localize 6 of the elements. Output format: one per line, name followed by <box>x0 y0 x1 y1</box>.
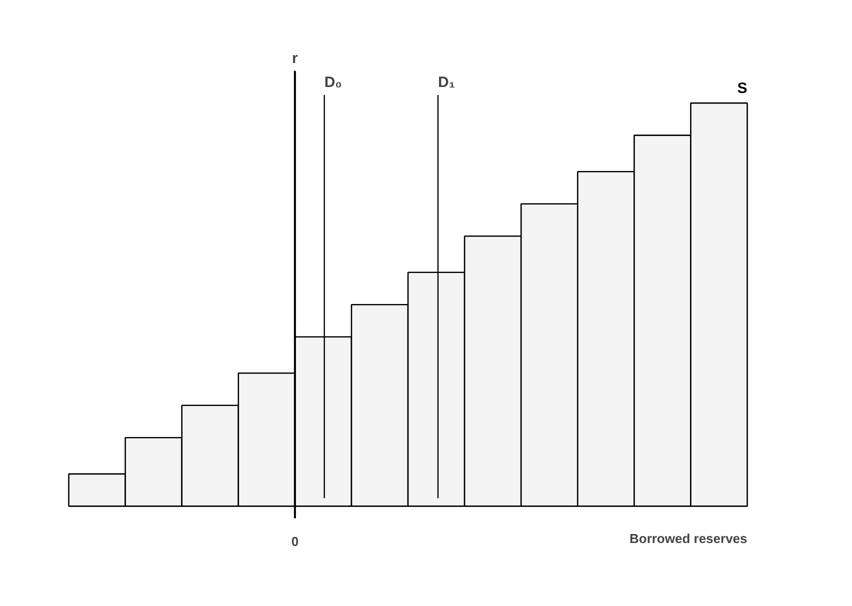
series-label: S <box>737 80 748 98</box>
text: 0 <box>291 534 299 550</box>
x-axis-title: Borrowed reserves <box>629 531 748 546</box>
text: D₁ <box>438 74 456 91</box>
text: D₀ <box>324 74 342 91</box>
text: r <box>292 50 298 67</box>
